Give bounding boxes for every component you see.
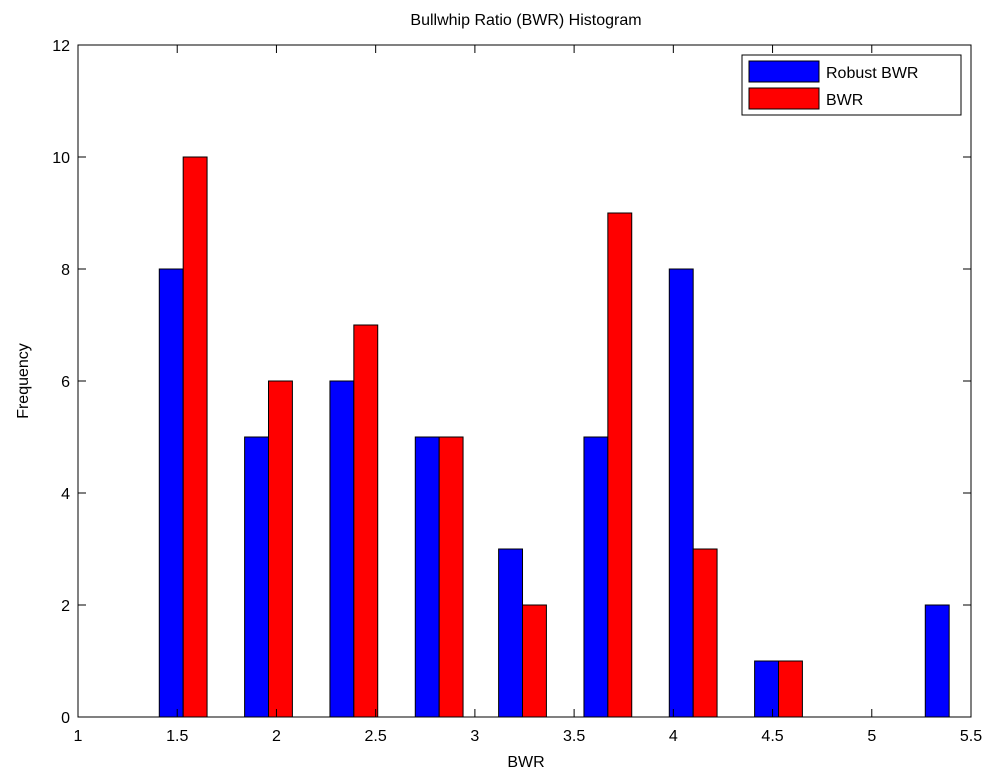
bar-bwr-bin-4 [438,436,464,718]
bar-bwr-bin-3 [353,324,379,718]
x-tick-label: 1.5 [166,728,188,745]
y-tick-label: 6 [61,374,70,391]
legend-swatch-bwr [748,87,820,110]
y-tick-label: 0 [61,710,70,727]
x-tick-label: 2 [272,728,281,745]
x-axis-label: BWR [507,754,544,771]
bar-robust-bwr-bin-10 [924,604,950,718]
x-tick-label: 5.5 [960,728,982,745]
y-tick-label: 10 [52,150,70,167]
bar-robust-bwr-bin-7 [668,268,694,718]
x-tick-label: 4 [669,728,678,745]
bar-robust-bwr-bin-3 [329,380,355,718]
bar-robust-bwr-bin-5 [498,548,524,718]
y-axis-ticks: 0 2 4 6 8 10 12 [52,38,971,727]
x-tick-label: 3 [470,728,479,745]
legend-label-robust-bwr: Robust BWR [826,65,918,82]
x-tick-label: 5 [867,728,876,745]
legend-label-bwr: BWR [826,92,863,109]
x-tick-label: 3.5 [563,728,585,745]
bar-robust-bwr-bin-1 [158,268,184,718]
y-tick-label: 12 [52,38,70,55]
bar-robust-bwr-bin-6 [583,436,609,718]
bars-group [158,156,950,718]
y-tick-label: 8 [61,262,70,279]
y-tick-label: 4 [61,486,70,503]
bar-bwr-bin-7 [692,548,718,718]
x-axis-ticks: 1 1.5 2 2.5 3 3.5 4 4.5 5 5.5 [74,45,982,745]
bar-robust-bwr-bin-4 [414,436,440,718]
bar-bwr-bin-1 [182,156,208,718]
y-axis-label: Frequency [15,343,32,419]
bar-robust-bwr-bin-2 [244,436,270,718]
bar-bwr-bin-2 [268,380,293,718]
bar-bwr-bin-5 [522,604,547,718]
x-tick-label: 1 [74,728,83,745]
bar-robust-bwr-bin-8 [754,660,780,718]
chart-title: Bullwhip Ratio (BWR) Histogram [410,12,641,29]
bar-bwr-bin-6 [607,212,633,718]
y-tick-label: 2 [61,598,70,615]
bar-bwr-bin-8 [778,660,803,718]
x-tick-label: 4.5 [761,728,783,745]
legend-swatch-robust-bwr [748,60,820,83]
legend: Robust BWR BWR [741,54,962,116]
x-tick-label: 2.5 [365,728,387,745]
